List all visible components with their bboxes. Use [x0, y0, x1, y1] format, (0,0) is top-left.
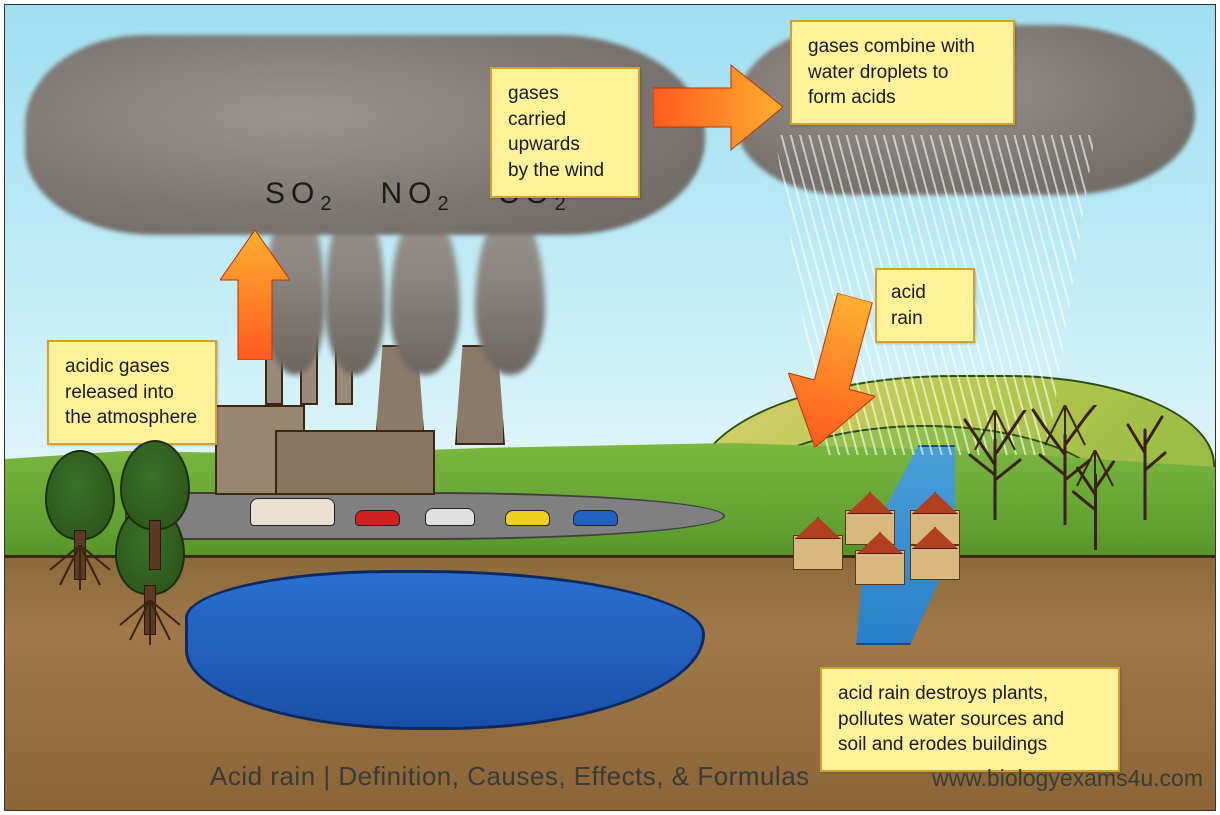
diagram-canvas: SO2 NO2 CO2 acidic gasesreleased into	[4, 4, 1216, 811]
factory	[215, 385, 535, 495]
smoke-plume-3	[390, 215, 460, 375]
smoke-plume-4	[475, 215, 545, 375]
arrow-right	[653, 60, 783, 155]
label-acid-rain: acid rain	[875, 268, 975, 343]
vehicle-van-white	[425, 508, 475, 526]
arrow-up	[220, 230, 290, 360]
vehicle-truck	[250, 498, 335, 526]
healthy-tree-1	[45, 450, 115, 540]
source-url: www.biologyexams4u.com	[932, 765, 1203, 792]
factory-building-2	[275, 430, 435, 495]
label-acid-rain-effects: acid rain destroys plants,pollutes water…	[820, 667, 1120, 772]
label-gases-combine: gases combine withwater droplets toform …	[790, 20, 1015, 125]
house-3	[855, 550, 905, 585]
healthy-tree-3	[120, 440, 190, 530]
gas-no2: NO	[381, 177, 438, 210]
vehicle-car-red	[355, 510, 400, 526]
house-5	[910, 545, 960, 580]
label-gases-upwards: gases carriedupwardsby the wind	[490, 67, 640, 198]
house-1	[793, 535, 843, 570]
vehicle-car-blue	[573, 510, 618, 526]
diagram-title: Acid rain | Definition, Causes, Effects,…	[210, 761, 810, 792]
gas-so2: SO	[265, 177, 320, 210]
label-acidic-gases: acidic gasesreleased intothe atmosphere	[47, 340, 217, 445]
vehicle-car-yellow	[505, 510, 550, 526]
